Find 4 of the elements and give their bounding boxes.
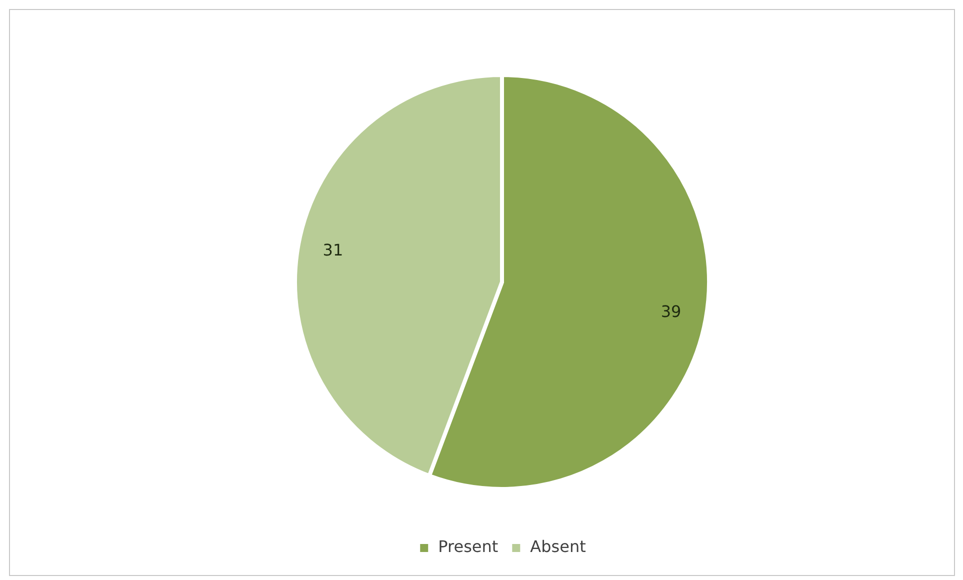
data-label: 31: [322, 240, 344, 260]
legend-label: Present: [438, 537, 498, 556]
legend-label: Absent: [530, 537, 586, 556]
data-label: 39: [660, 302, 682, 321]
